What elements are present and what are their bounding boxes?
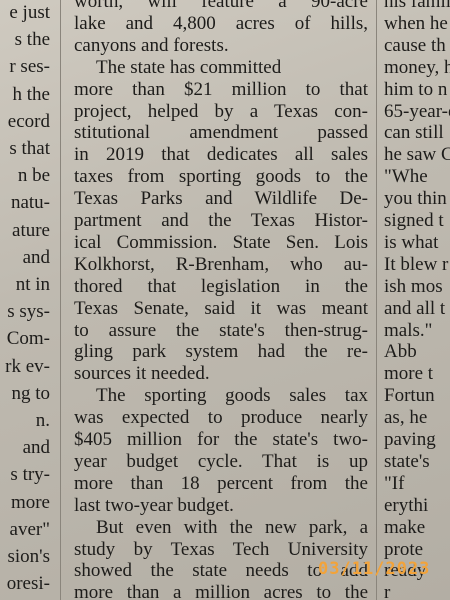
text-line: project, helped by a Texas con- [74, 100, 368, 122]
text-line: canyons and forests. [74, 34, 229, 56]
center-column: worth, will feature a 90-acre lake and 4,… [74, 0, 368, 600]
text-line: signed t [384, 210, 444, 231]
text-line: Com- [6, 328, 50, 350]
text-line: prote [384, 538, 424, 560]
text-line: Fortun [384, 385, 435, 407]
text-line: as, he [384, 407, 428, 429]
text-line: But even with the new park, a [96, 516, 368, 538]
text-line: ature [12, 219, 50, 241]
text-line: year budget cycle. That is up [74, 450, 368, 472]
text-line: sources it needed. [74, 363, 210, 385]
text-line: Texas Parks and Wildlife De- [74, 188, 368, 210]
text-line: erythi [384, 494, 429, 516]
text-line: money, h [384, 56, 450, 78]
text-line: r ses- [9, 56, 50, 78]
text-line: and all t [384, 297, 446, 319]
column-rule [60, 0, 61, 600]
text-line: h the [12, 83, 50, 105]
text-line: more than $21 million to that [74, 78, 368, 100]
text-line: oresi- [6, 573, 50, 595]
text-line: r [384, 582, 391, 600]
text-line: It blew r [384, 253, 449, 275]
text-line: when he [384, 12, 448, 34]
text-line: taxes from sporting goods to the [74, 166, 368, 188]
text-line: ng to [11, 382, 50, 404]
text-line: Kolkhorst, R-Brenham, who au- [74, 253, 368, 275]
text-line: nt in [15, 274, 50, 295]
text-line: sion's [7, 546, 51, 567]
text-line: is what [384, 231, 439, 253]
text-line: and [22, 437, 50, 459]
text-line: more than 18 percent from the [74, 472, 368, 494]
text-line: mals." [384, 319, 433, 341]
text-line: ecord [7, 110, 50, 132]
text-line: in 2019 that dedicates all sales [74, 144, 368, 166]
text-line: study by Texas Tech University [74, 538, 368, 560]
text-line: his family [384, 0, 450, 12]
text-line: last two-year budget. [74, 494, 234, 516]
text-line: gling park system had the re- [74, 341, 368, 363]
text-line: more than a million acres to the [74, 582, 368, 600]
text-line: ready [384, 560, 427, 582]
text-line: and [22, 246, 50, 268]
text-line: he saw C [384, 144, 450, 166]
text-line: n. [35, 410, 50, 431]
text-line: thored that legislation in the [74, 275, 368, 297]
text-line: more [10, 491, 50, 513]
text-line: s sys- [7, 301, 50, 323]
text-line: e just [9, 2, 50, 23]
text-line: worth, will feature a 90-acre [74, 0, 368, 12]
text-line: aver" [9, 518, 50, 540]
text-line: The sporting goods sales tax [96, 385, 368, 407]
text-line: s try- [10, 464, 50, 486]
text-line: showed the state needs to add [74, 560, 368, 582]
text-line: paving [384, 429, 436, 450]
text-line: ish mos [384, 275, 443, 297]
text-line: state's [384, 450, 430, 472]
text-line: "If [384, 472, 405, 494]
column-rule [376, 0, 377, 600]
text-line: Abb [384, 341, 417, 363]
text-line: stitutional amendment passed [74, 122, 368, 144]
text-line: make [384, 516, 426, 538]
text-line: n be [17, 165, 50, 187]
text-line: ical Commission. State Sen. Lois [74, 231, 368, 253]
text-line: natu- [10, 192, 50, 214]
text-line: 65-year-o [384, 100, 450, 122]
text-line: was expected to produce nearly [74, 407, 368, 429]
text-line: to assure the state's then-strug- [74, 319, 368, 341]
text-line: you thin [384, 188, 447, 210]
date-stamp: 03/11/2023 [318, 559, 431, 579]
text-line: "Whe [384, 166, 428, 188]
text-line: The state has committed [96, 56, 282, 78]
text-line: lake and 4,800 acres of hills, [74, 12, 368, 34]
text-line: can still [384, 122, 444, 144]
text-line: him to n [384, 78, 448, 100]
text-line: cause th [384, 34, 446, 56]
text-line: rk ev- [5, 355, 50, 377]
text-line: s the [14, 29, 50, 51]
text-line: more t [384, 363, 434, 385]
text-line: s that [9, 138, 50, 159]
text-line: Texas Senate, said it was meant [74, 297, 368, 319]
left-column: e just s the r ses-h the ecord s that n be nat… [0, 0, 50, 600]
text-line: partment and the Texas Histor- [74, 210, 368, 231]
text-line: $405 million for the state's two- [74, 429, 368, 450]
